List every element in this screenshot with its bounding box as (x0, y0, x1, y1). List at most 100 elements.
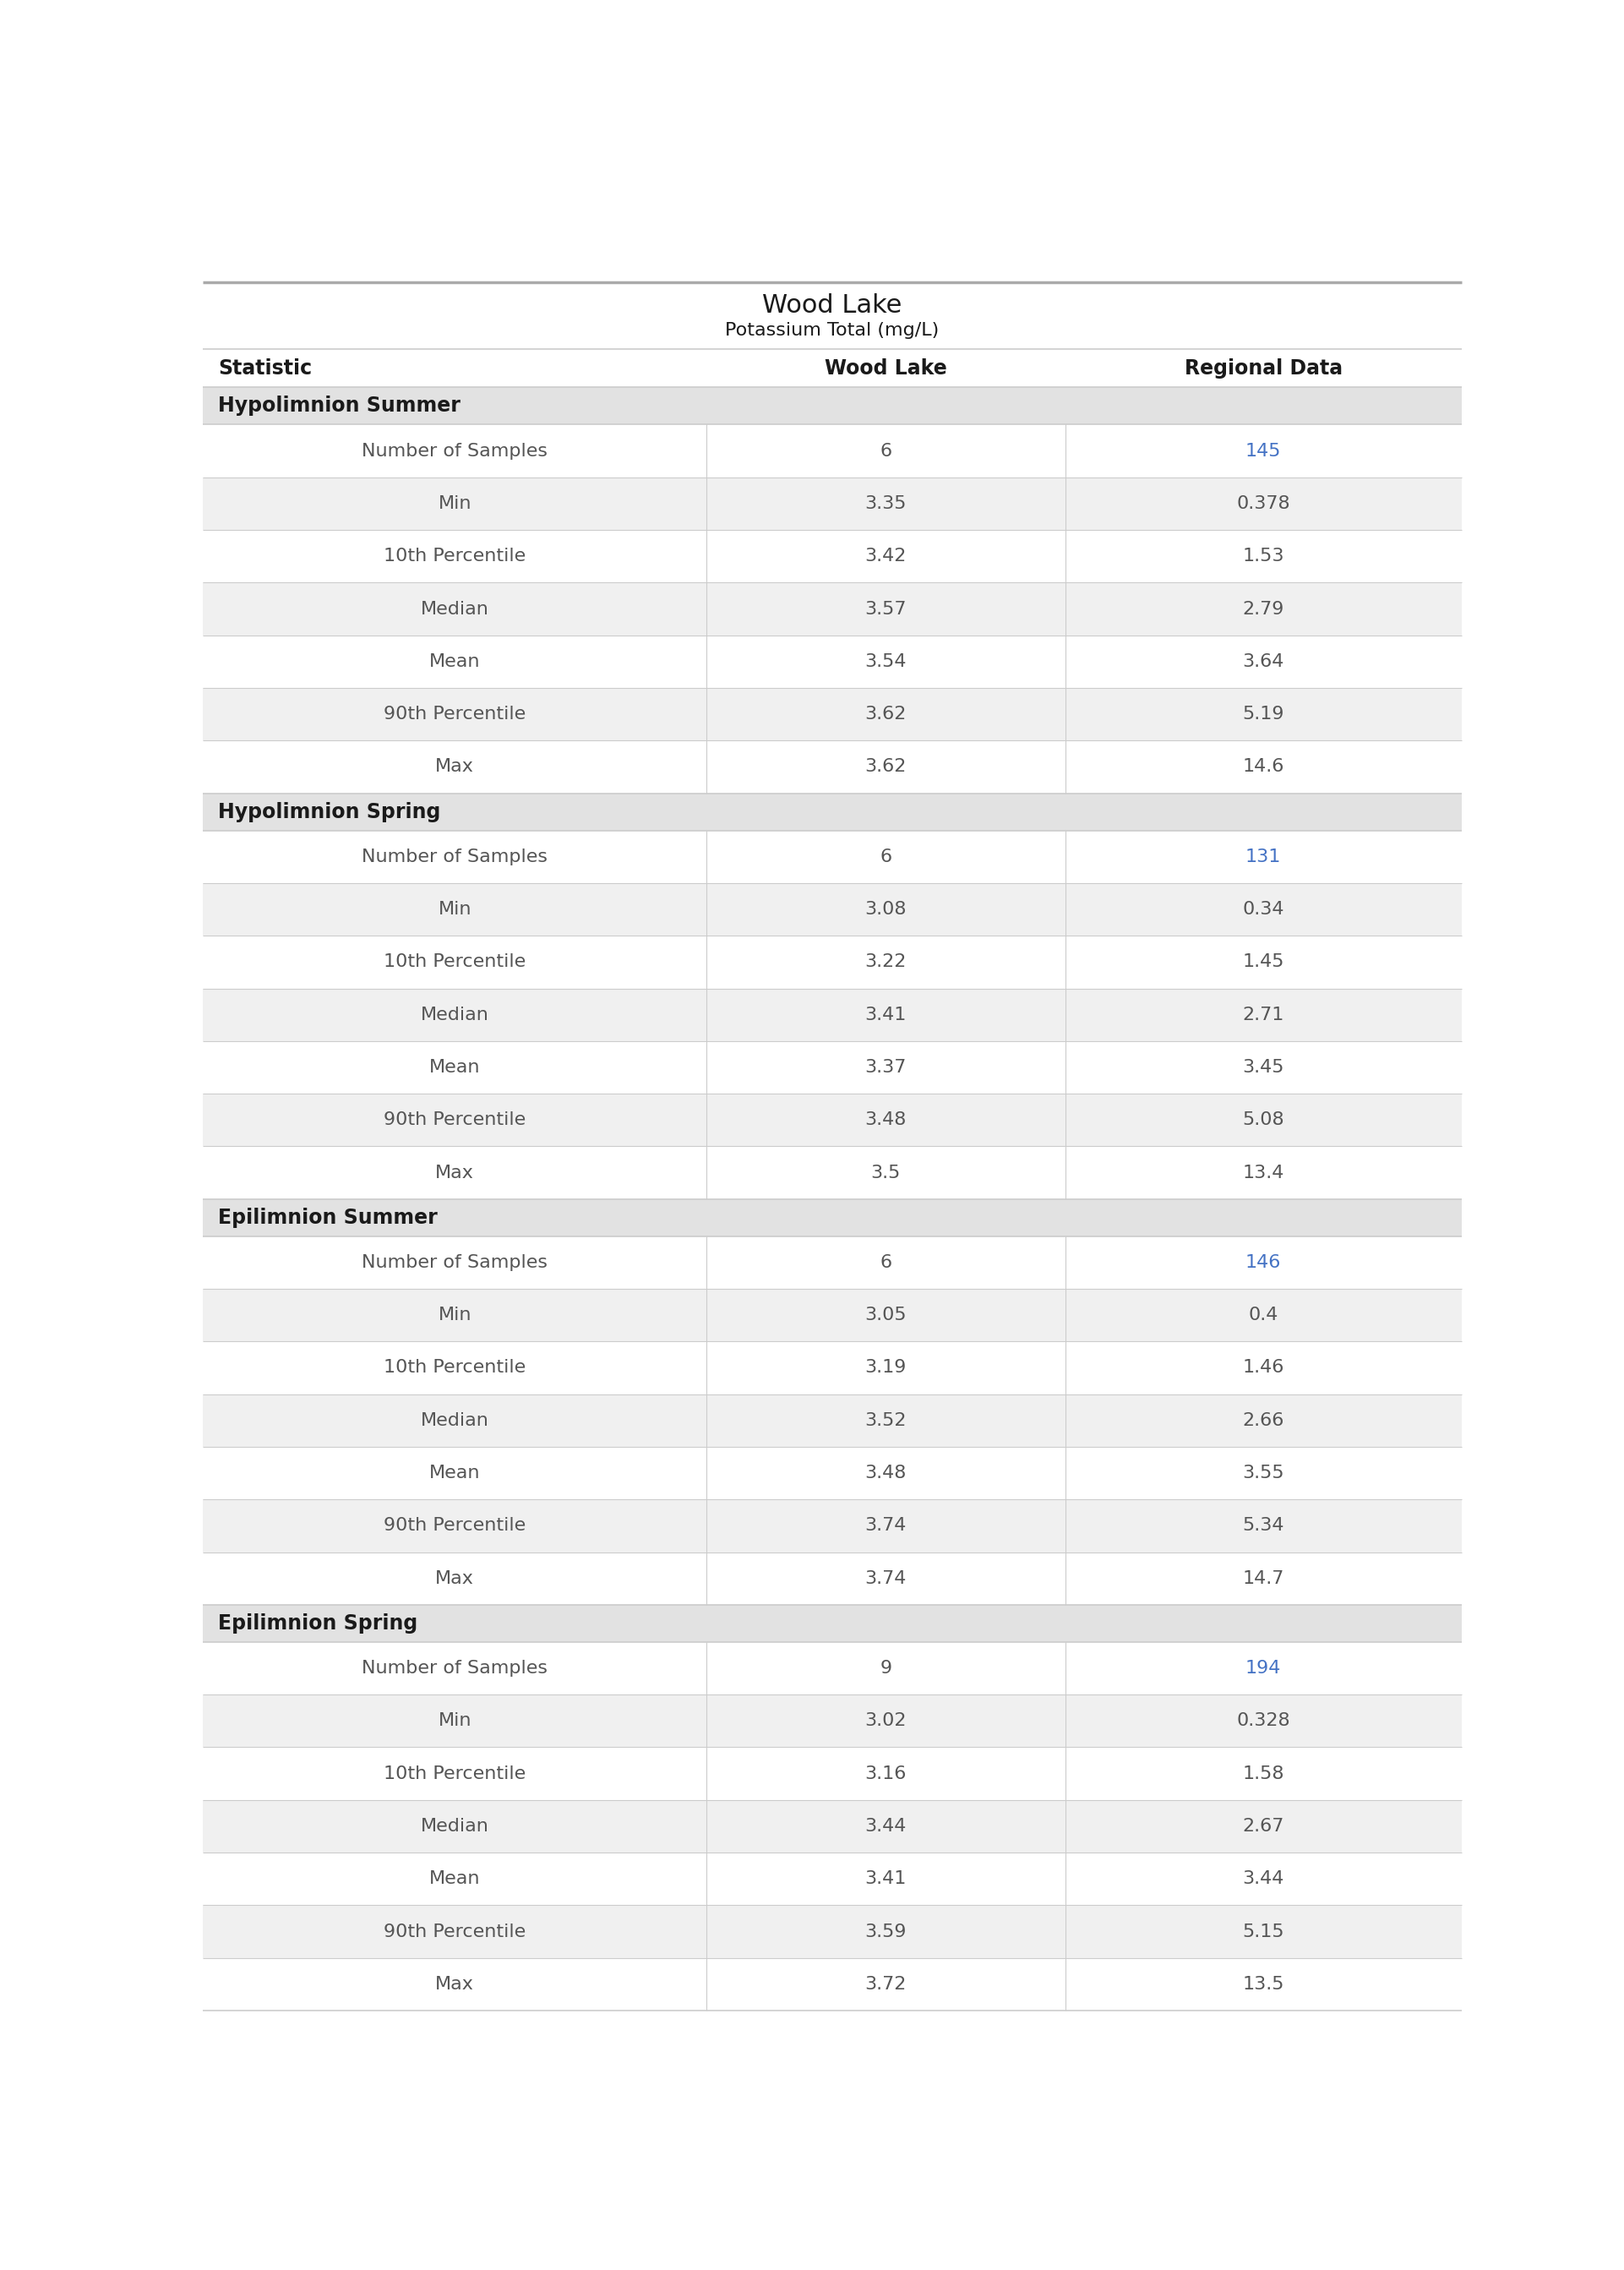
Text: Regional Data: Regional Data (1184, 359, 1343, 379)
Text: 3.72: 3.72 (866, 1975, 906, 1993)
Text: 10th Percentile: 10th Percentile (383, 1766, 526, 1782)
Text: 90th Percentile: 90th Percentile (383, 1112, 526, 1128)
Text: 3.05: 3.05 (866, 1308, 906, 1323)
Bar (203, 792, 1462, 831)
Text: 2.67: 2.67 (1242, 1818, 1285, 1834)
Bar (203, 1905, 1462, 1959)
Bar (203, 424, 1462, 477)
Text: 3.57: 3.57 (866, 602, 906, 617)
Text: Hypolimnion Spring: Hypolimnion Spring (218, 801, 440, 822)
Text: Median: Median (421, 1006, 489, 1024)
Text: 3.55: 3.55 (1242, 1464, 1285, 1482)
Text: 2.79: 2.79 (1242, 602, 1285, 617)
Text: Median: Median (421, 602, 489, 617)
Text: 3.41: 3.41 (866, 1006, 906, 1024)
Text: 6: 6 (880, 849, 892, 865)
Text: 1.45: 1.45 (1242, 953, 1285, 972)
Bar (203, 1342, 1462, 1394)
Bar (203, 740, 1462, 792)
Text: 13.5: 13.5 (1242, 1975, 1285, 1993)
Text: 3.44: 3.44 (866, 1818, 906, 1834)
Text: Max: Max (435, 1571, 474, 1587)
Bar (203, 636, 1462, 688)
Text: Mean: Mean (429, 1464, 481, 1482)
Bar (203, 1394, 1462, 1446)
Text: Min: Min (438, 1712, 471, 1730)
Text: Wood Lake: Wood Lake (825, 359, 947, 379)
Text: 9: 9 (880, 1659, 892, 1678)
Bar (203, 831, 1462, 883)
Text: 3.54: 3.54 (866, 654, 906, 670)
Text: Epilimnion Summer: Epilimnion Summer (218, 1208, 437, 1228)
Text: 194: 194 (1246, 1659, 1281, 1678)
Text: 3.37: 3.37 (866, 1058, 906, 1076)
Text: 3.08: 3.08 (866, 901, 906, 917)
Text: 0.328: 0.328 (1236, 1712, 1289, 1730)
Bar (203, 1146, 1462, 1199)
Bar (203, 1696, 1462, 1748)
Text: 14.7: 14.7 (1242, 1571, 1285, 1587)
Text: Hypolimnion Summer: Hypolimnion Summer (218, 395, 461, 415)
Bar (203, 1289, 1462, 1342)
Text: Max: Max (435, 1975, 474, 1993)
Bar (203, 350, 1462, 388)
Bar (203, 1042, 1462, 1094)
Text: 3.44: 3.44 (1242, 1870, 1285, 1886)
Bar (203, 1500, 1462, 1553)
Text: 6: 6 (880, 1253, 892, 1271)
Text: 146: 146 (1246, 1253, 1281, 1271)
Text: 0.34: 0.34 (1242, 901, 1285, 917)
Text: 3.62: 3.62 (866, 758, 906, 776)
Bar (203, 1446, 1462, 1500)
Bar (203, 1094, 1462, 1146)
Text: Mean: Mean (429, 654, 481, 670)
Text: 3.16: 3.16 (866, 1766, 906, 1782)
Text: Mean: Mean (429, 1870, 481, 1886)
Bar (203, 1553, 1462, 1605)
Text: 90th Percentile: 90th Percentile (383, 1923, 526, 1941)
Text: 5.15: 5.15 (1242, 1923, 1285, 1941)
Text: 5.34: 5.34 (1242, 1516, 1285, 1535)
Text: 3.02: 3.02 (866, 1712, 906, 1730)
Text: Number of Samples: Number of Samples (362, 1253, 547, 1271)
Text: 10th Percentile: 10th Percentile (383, 547, 526, 565)
Text: 3.19: 3.19 (866, 1360, 906, 1376)
Text: Statistic: Statistic (218, 359, 312, 379)
Text: 3.42: 3.42 (866, 547, 906, 565)
Text: 13.4: 13.4 (1242, 1165, 1285, 1180)
Text: Number of Samples: Number of Samples (362, 1659, 547, 1678)
Bar (203, 1852, 1462, 1905)
Text: 6: 6 (880, 443, 892, 459)
Bar (203, 1959, 1462, 2011)
Bar (203, 281, 1462, 350)
Text: 3.22: 3.22 (866, 953, 906, 972)
Bar (203, 688, 1462, 740)
Bar (203, 1748, 1462, 1800)
Text: Wood Lake: Wood Lake (762, 293, 903, 318)
Text: 3.59: 3.59 (866, 1923, 906, 1941)
Bar (203, 1605, 1462, 1641)
Text: 3.45: 3.45 (1242, 1058, 1285, 1076)
Text: 0.4: 0.4 (1249, 1308, 1278, 1323)
Text: Min: Min (438, 901, 471, 917)
Text: 0.378: 0.378 (1236, 495, 1289, 513)
Text: Max: Max (435, 758, 474, 776)
Text: 3.62: 3.62 (866, 706, 906, 722)
Bar (203, 1237, 1462, 1289)
Bar (203, 1199, 1462, 1237)
Text: Median: Median (421, 1412, 489, 1428)
Text: 1.58: 1.58 (1242, 1766, 1285, 1782)
Bar (203, 987, 1462, 1042)
Text: 3.52: 3.52 (866, 1412, 906, 1428)
Text: Median: Median (421, 1818, 489, 1834)
Bar (203, 1800, 1462, 1852)
Text: 3.41: 3.41 (866, 1870, 906, 1886)
Text: 2.71: 2.71 (1242, 1006, 1285, 1024)
Text: Potassium Total (mg/L): Potassium Total (mg/L) (726, 322, 939, 338)
Text: 1.46: 1.46 (1242, 1360, 1285, 1376)
Text: 3.5: 3.5 (870, 1165, 901, 1180)
Text: 3.35: 3.35 (866, 495, 906, 513)
Text: 3.74: 3.74 (866, 1571, 906, 1587)
Text: Number of Samples: Number of Samples (362, 849, 547, 865)
Text: 5.19: 5.19 (1242, 706, 1285, 722)
